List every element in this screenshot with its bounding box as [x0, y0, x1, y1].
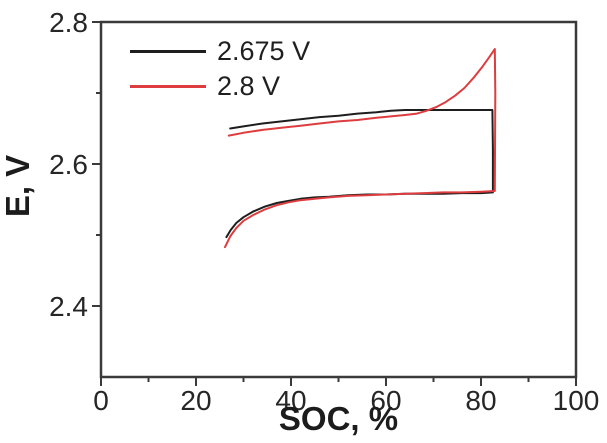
x-tick-label: 60	[370, 385, 401, 416]
legend-label: 2.675 V	[217, 36, 311, 66]
y-tick-label: 2.4	[49, 291, 88, 322]
x-tick-label: 40	[275, 385, 306, 416]
y-axis-label: E, V	[0, 154, 36, 218]
x-axis-label: SOC, %	[278, 400, 399, 437]
series-line-0	[225, 109, 494, 239]
x-tick-label: 20	[180, 385, 211, 416]
y-tick-label: 2.8	[49, 7, 88, 38]
x-tick-label: 0	[93, 385, 109, 416]
x-tick-label: 100	[553, 385, 600, 416]
legend-item: 2.675 V	[130, 34, 310, 69]
y-tick-label: 2.6	[49, 149, 88, 180]
series-line-1	[224, 48, 497, 249]
legend-line-sample-red	[130, 85, 206, 88]
x-tick-label: 80	[465, 385, 496, 416]
legend-line-sample-black	[130, 50, 206, 53]
legend-item: 2.8 V	[130, 69, 310, 104]
legend-label: 2.8 V	[217, 71, 281, 101]
legend: 2.675 V 2.8 V	[130, 34, 310, 104]
